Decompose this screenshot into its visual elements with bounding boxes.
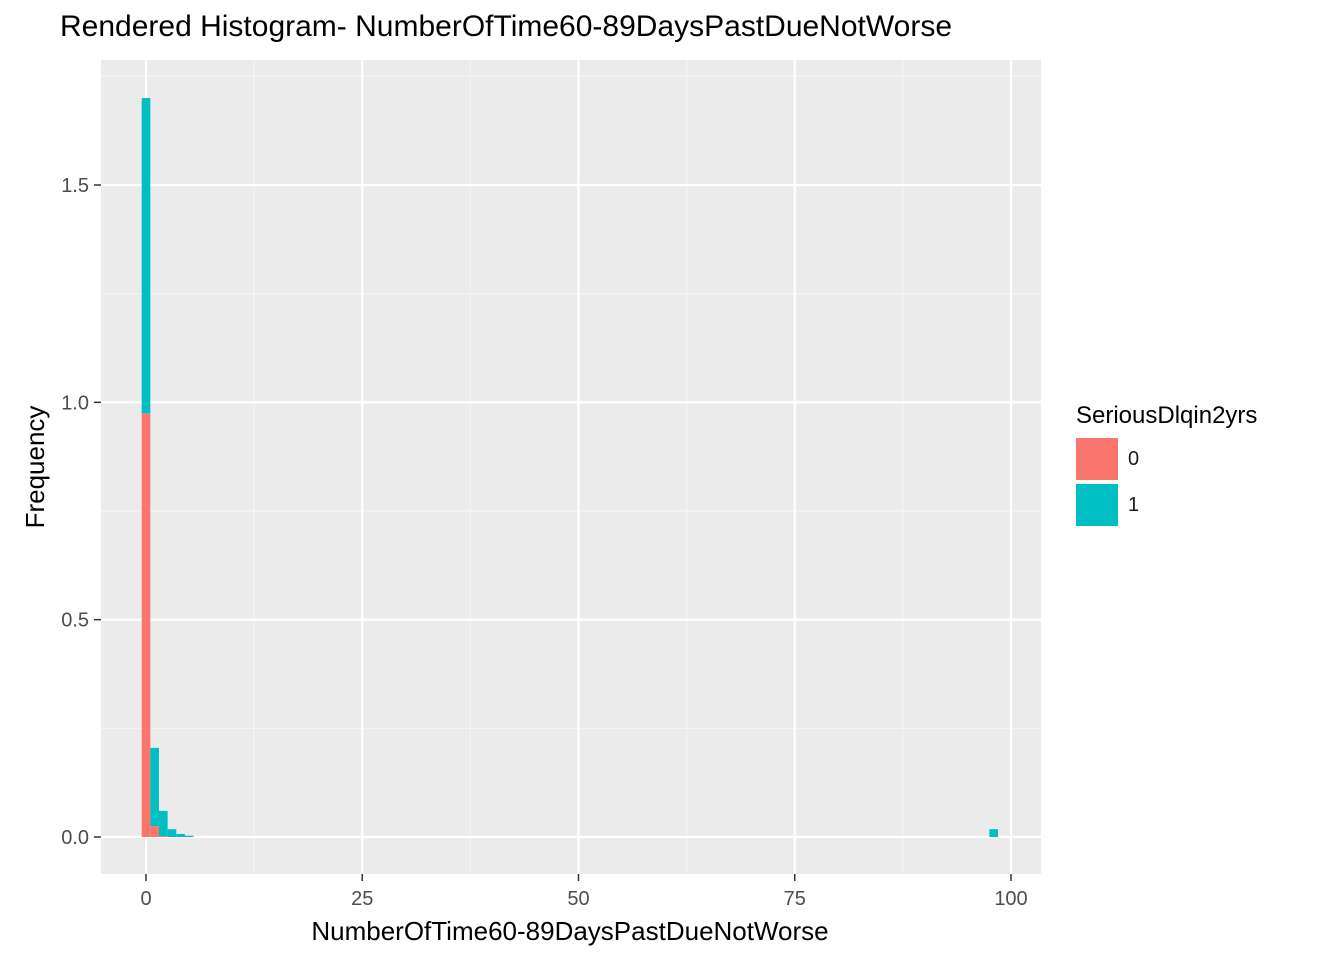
y-tick-label: 1.5	[61, 175, 89, 197]
chart-title: Rendered Histogram- NumberOfTime60-89Day…	[60, 10, 953, 43]
legend-item-0: 0	[1076, 438, 1306, 484]
y-axis-ticks: 0.0 0.5 1.0 1.5	[61, 175, 101, 849]
x-axis-ticks: 0 25 50 75 100	[140, 874, 1028, 910]
y-axis-label: Frequency	[20, 406, 50, 529]
histogram-bar-series-1	[141, 98, 151, 414]
legend-item-1: 1	[1076, 484, 1306, 530]
x-axis-label: NumberOfTime60-89DaysPastDueNotWorse	[311, 916, 828, 946]
histogram-bar-series-0	[158, 836, 168, 837]
histogram-bar-series-1	[989, 829, 999, 837]
histogram-bar-series-1	[176, 833, 185, 837]
x-tick-label: 25	[351, 888, 373, 910]
x-tick-label: 0	[140, 888, 151, 910]
histogram-bar-series-1	[150, 747, 159, 827]
plot-panel	[101, 60, 1041, 874]
legend-label-0: 0	[1128, 448, 1140, 470]
x-tick-label: 100	[994, 888, 1027, 910]
histogram-bar-series-1	[158, 810, 168, 837]
y-tick-label: 0.0	[61, 827, 89, 849]
minor-gridlines	[101, 60, 1041, 874]
histogram-bar-series-1	[184, 835, 194, 837]
histogram-bars	[141, 98, 999, 837]
legend-key-0	[1076, 438, 1118, 480]
x-tick-label: 75	[784, 888, 806, 910]
y-tick-label: 0.5	[61, 610, 89, 632]
x-tick-label: 50	[567, 888, 589, 910]
histogram-bar-series-0	[150, 826, 159, 837]
legend-key-1	[1076, 484, 1118, 526]
histogram-bar-series-1	[167, 829, 177, 837]
legend-label-1: 1	[1128, 494, 1140, 516]
histogram-bar-series-0	[141, 413, 151, 837]
legend-title: SeriousDlqin2yrs	[1076, 402, 1258, 429]
y-tick-label: 1.0	[61, 392, 89, 414]
